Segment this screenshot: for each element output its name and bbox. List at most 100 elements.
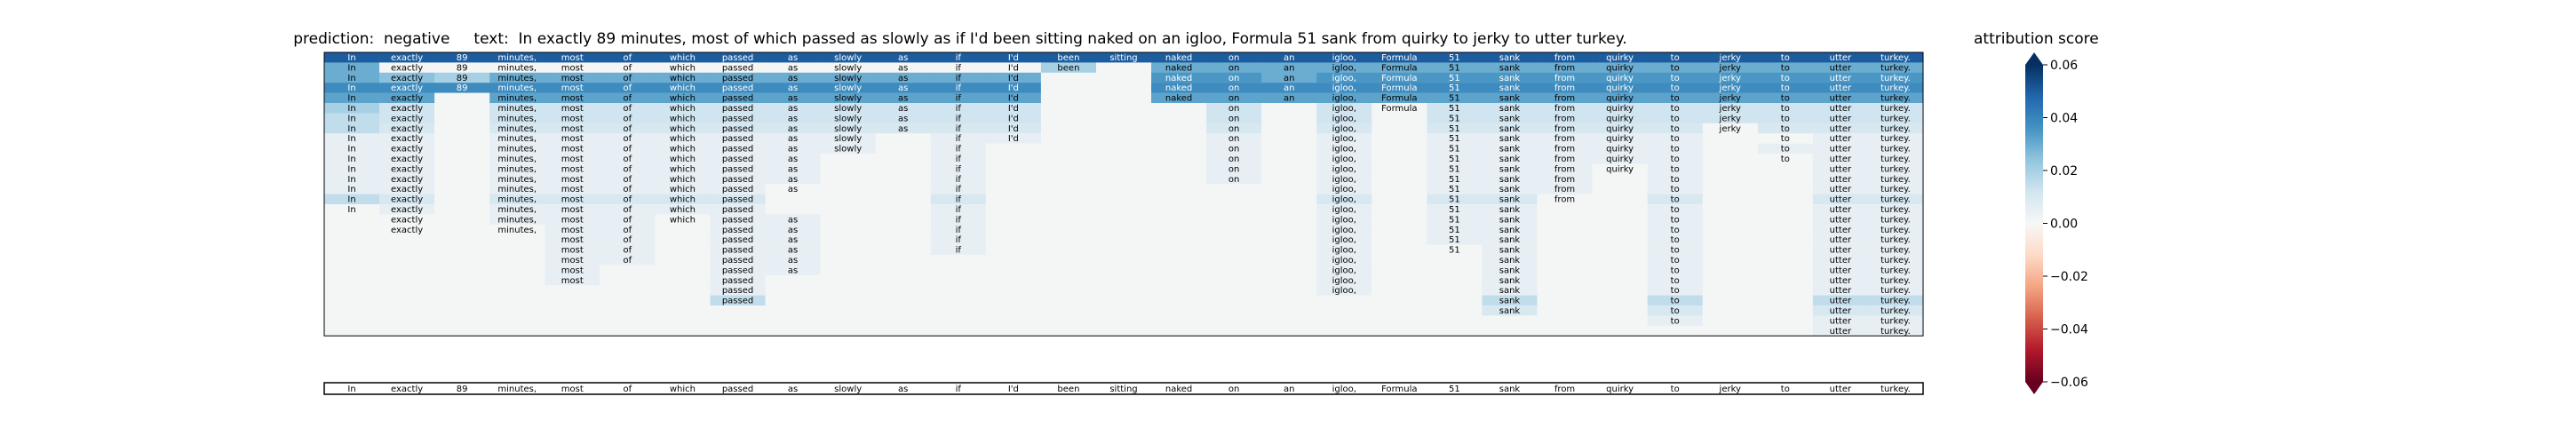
heatmap-cell: [1592, 83, 1648, 93]
heatmap-cell-label: turkey.: [1880, 124, 1911, 134]
heatmap-cell: [1812, 103, 1869, 114]
heatmap-cell: [600, 274, 656, 286]
heatmap-cell: [655, 92, 711, 104]
heatmap-cell: [379, 52, 435, 63]
heatmap-cell-label: igloo,: [1332, 104, 1356, 114]
heatmap-cell: [1647, 62, 1704, 73]
heatmap-cell: [379, 274, 435, 286]
heatmap-cell-label: to: [1781, 104, 1790, 114]
heatmap-cell-label: slowly: [834, 104, 862, 114]
heatmap-cell: [1757, 234, 1814, 245]
heatmap-cell-label: from: [1554, 94, 1575, 104]
heatmap-cell-label: igloo,: [1332, 205, 1356, 215]
heatmap-cell: [1702, 113, 1759, 123]
heatmap-cell-label: minutes,: [497, 164, 537, 174]
heatmap-cell: [1261, 285, 1317, 296]
heatmap-cell-label: slowly: [834, 145, 862, 155]
heatmap-cell: [1702, 154, 1759, 164]
heatmap-cell: [600, 163, 656, 174]
heatmap-cell: [710, 52, 766, 63]
heatmap-cell: [600, 295, 656, 306]
heatmap-cell: [1206, 72, 1262, 83]
heatmap-cell: [1316, 274, 1372, 286]
heatmap-cell: [820, 62, 876, 73]
heatmap-cell: [434, 214, 490, 225]
heatmap-cell: [1647, 224, 1704, 235]
heatmap-cell-label: to: [1671, 53, 1680, 63]
heatmap-cell: [1427, 133, 1483, 144]
heatmap-cell-label: 51: [1449, 145, 1460, 155]
heatmap-cell-label: if: [956, 114, 962, 123]
heatmap-cell: [1647, 123, 1704, 134]
heatmap-cell-label: turkey.: [1880, 256, 1911, 266]
heatmap-cell: [710, 92, 766, 104]
heatmap-cell: [379, 214, 435, 225]
heatmap-cell-label: turkey.: [1880, 74, 1911, 83]
heatmap-cell: [1482, 123, 1538, 134]
heatmap-cell-label: utter: [1830, 74, 1852, 83]
heatmap-cell-label: from: [1554, 134, 1575, 144]
heatmap-cell: [434, 143, 490, 155]
heatmap-cell: [1151, 72, 1207, 83]
heatmap-cell-label: from: [1554, 155, 1575, 164]
heatmap-cell: [1702, 163, 1759, 174]
heatmap-cell: [1867, 274, 1924, 286]
heatmap-cell: [875, 123, 932, 134]
heatmap-cell: [545, 133, 600, 144]
heatmap-cell-label: as: [898, 74, 908, 83]
heatmap-cell: [1592, 255, 1648, 266]
heatmap-cell: [1482, 52, 1538, 63]
heatmap-cell-label: turkey.: [1880, 215, 1911, 225]
heatmap-cell-label: of: [624, 235, 632, 245]
heatmap-cell-label: turkey.: [1880, 155, 1911, 164]
heatmap-cell: [1867, 224, 1924, 235]
heatmap-cell-label: to: [1781, 124, 1790, 134]
heatmap-cell: [1371, 163, 1427, 174]
heatmap-cell: [379, 285, 435, 296]
heatmap-cell-label: to: [1671, 286, 1680, 296]
heatmap-cell-label: In: [347, 205, 355, 215]
heatmap-cell: [930, 83, 987, 93]
heatmap-cell: [1371, 295, 1427, 306]
heatmap-cell-label: of: [624, 63, 632, 73]
heatmap-cell-label: to: [1671, 185, 1680, 194]
heatmap-cell-label: passed: [722, 74, 753, 83]
heatmap-cell-label: as: [898, 114, 908, 123]
bottom-token-label: 89: [457, 385, 468, 394]
heatmap-cell-label: from: [1554, 185, 1575, 194]
heatmap-cell: [875, 234, 932, 245]
bottom-token-label: In: [347, 385, 355, 394]
heatmap-cell-label: which: [670, 63, 696, 73]
heatmap-cell-label: In: [347, 185, 355, 194]
heatmap-cell: [1867, 113, 1924, 123]
heatmap-cell: [1040, 265, 1097, 275]
heatmap-cell: [1040, 83, 1097, 93]
heatmap-cell: [985, 184, 1042, 194]
bottom-token-label: as: [788, 385, 798, 394]
heatmap-cell-label: been: [1057, 53, 1079, 63]
heatmap-cell-label: passed: [722, 235, 753, 245]
heatmap-cell: [765, 315, 821, 326]
heatmap-cell: [710, 224, 766, 235]
heatmap-cell: [489, 325, 545, 337]
heatmap-cell: [1371, 184, 1427, 194]
heatmap-cell: [1647, 274, 1704, 286]
heatmap-cell: [820, 113, 876, 123]
heatmap-cell: [1647, 214, 1704, 225]
heatmap-cell-label: turkey.: [1880, 276, 1911, 286]
heatmap-cell-label: I'd: [1008, 63, 1019, 73]
heatmap-cell: [1151, 274, 1207, 286]
heatmap-cell-label: In: [347, 63, 355, 73]
heatmap-cell: [324, 52, 380, 63]
heatmap-cell: [600, 255, 656, 266]
heatmap-cell: [1206, 305, 1262, 316]
heatmap-cell: [1427, 103, 1483, 114]
heatmap-cell: [1757, 224, 1814, 235]
heatmap-cell-label: slowly: [834, 94, 862, 104]
heatmap-cell-label: if: [956, 124, 962, 134]
heatmap-cell: [1261, 163, 1317, 174]
heatmap-cell-label: an: [1284, 63, 1294, 73]
heatmap-cell: [324, 204, 380, 215]
heatmap-cell-label: most: [561, 94, 584, 104]
heatmap-cell-label: slowly: [834, 134, 862, 144]
